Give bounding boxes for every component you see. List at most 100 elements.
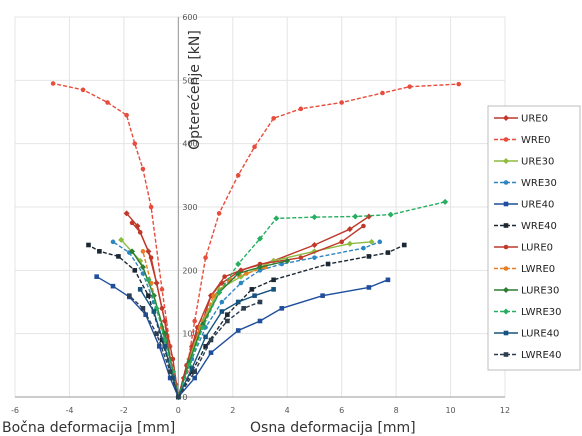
data-point: [208, 337, 214, 343]
data-point: [385, 250, 391, 255]
data-point: [199, 324, 206, 331]
data-point: [140, 306, 146, 311]
data-point: [140, 271, 146, 276]
data-point: [320, 293, 325, 298]
legend-label: WRE40: [521, 221, 557, 232]
data-point: [143, 312, 148, 317]
legend-item: LURE0: [494, 243, 553, 254]
data-point: [216, 211, 222, 216]
data-point: [132, 268, 138, 273]
axes: [15, 17, 505, 398]
legend-label: LURE40: [521, 329, 559, 340]
legend-item: LURE30: [494, 286, 559, 297]
legend-label: URE0: [521, 114, 548, 125]
data-point: [110, 283, 116, 289]
series-line: [177, 83, 459, 398]
y-tick-label: 300: [182, 203, 197, 212]
data-point: [86, 242, 91, 248]
data-point: [159, 287, 165, 292]
legend-item: LWRE0: [494, 264, 555, 275]
legend-marker: [503, 115, 509, 121]
data-point: [140, 166, 146, 172]
data-point: [271, 287, 276, 292]
series-lwre30: [145, 198, 449, 400]
data-point: [361, 245, 366, 251]
data-point: [311, 242, 318, 248]
data-point: [127, 293, 132, 298]
grid: [14, 16, 506, 398]
data-point: [456, 81, 462, 87]
data-point: [189, 369, 195, 374]
data-point: [235, 299, 241, 305]
x-tick-label: 6: [339, 406, 344, 415]
data-point: [235, 173, 241, 178]
legend-item: LURE40: [494, 329, 559, 340]
legend-item: URE40: [494, 200, 554, 211]
data-point: [140, 249, 146, 254]
data-point: [145, 276, 152, 283]
legend-marker: [503, 308, 509, 315]
data-point: [235, 328, 241, 333]
legend-item: URE30: [494, 157, 554, 168]
data-point: [241, 306, 246, 311]
x-tick-label: -4: [65, 406, 73, 415]
data-point: [154, 331, 159, 336]
data-point: [257, 299, 263, 305]
data-point: [192, 369, 197, 374]
data-point: [361, 223, 366, 229]
data-point: [162, 344, 168, 349]
x-tick-label: 2: [230, 406, 235, 415]
series-line: [131, 250, 179, 398]
data-point: [271, 277, 276, 283]
legend-marker: [503, 330, 509, 336]
data-point: [311, 214, 318, 221]
data-point: [346, 226, 353, 233]
legend-item: LWRE30: [494, 307, 562, 318]
data-point: [279, 306, 285, 311]
data-point: [312, 255, 317, 260]
y-tick-label: 0: [182, 393, 187, 402]
data-point: [273, 215, 280, 222]
data-point: [203, 255, 208, 260]
data-point: [137, 230, 143, 235]
data-point: [298, 255, 304, 260]
data-point: [110, 239, 116, 245]
data-point: [148, 255, 154, 260]
tick-labels: -6 -4 -2 0 2 4 6 8 10 12 0 100 200 300 400 500 600: [11, 13, 510, 415]
series-line: [142, 251, 179, 398]
legend-marker: [503, 180, 509, 185]
data-point: [156, 344, 162, 349]
legend-marker: [503, 287, 509, 293]
data-point: [339, 239, 344, 245]
data-point: [257, 235, 263, 242]
data-point: [170, 356, 176, 362]
series-line: [52, 82, 179, 398]
data-point: [123, 210, 130, 217]
data-point: [151, 309, 157, 314]
data-point: [50, 81, 56, 86]
data-point: [352, 213, 359, 220]
y-tick-label: 500: [182, 76, 197, 85]
data-point: [252, 293, 257, 298]
data-point: [148, 204, 154, 210]
y-axis-title: Opterećenje [kN]: [187, 30, 203, 150]
data-point: [216, 289, 223, 296]
data-point: [219, 309, 225, 314]
data-point: [129, 248, 136, 255]
legend-label: LWRE0: [521, 264, 555, 275]
series-lwre40: [127, 293, 263, 400]
data-point: [124, 112, 129, 118]
data-point: [252, 144, 257, 150]
data-point: [257, 318, 263, 324]
legend-label: LURE0: [521, 243, 553, 254]
legend-label: WRE0: [521, 135, 551, 146]
data-point: [146, 293, 151, 298]
data-point: [176, 394, 181, 400]
data-point: [97, 249, 102, 254]
data-point: [192, 318, 197, 324]
x-tick-label: -6: [11, 406, 19, 415]
legend-marker: [503, 158, 509, 164]
data-point: [105, 100, 110, 105]
data-point: [118, 236, 125, 243]
